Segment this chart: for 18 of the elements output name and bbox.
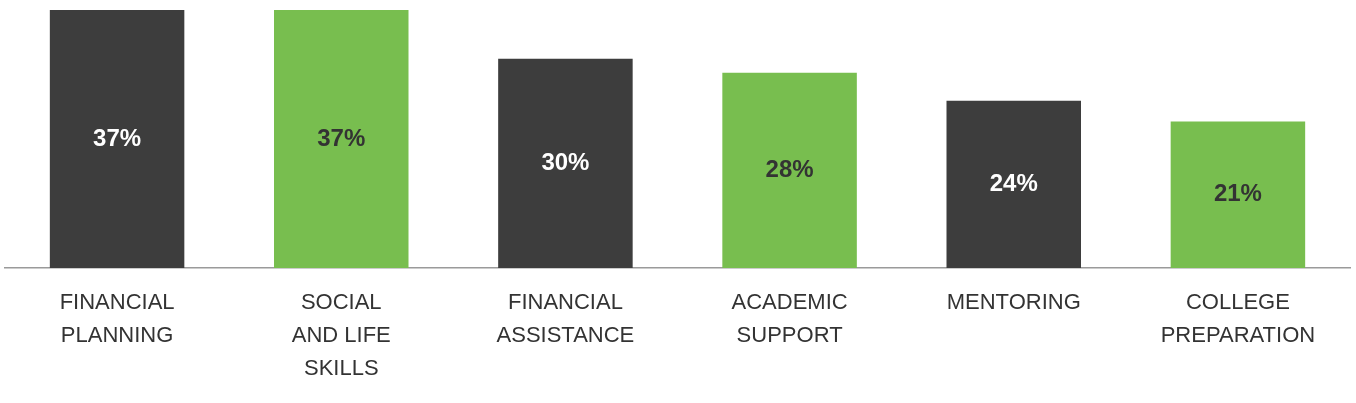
- x-tick-label: ACADEMIC SUPPORT: [731, 288, 848, 347]
- x-tick-label: COLLEGE PREPARATION: [1160, 288, 1316, 347]
- bar: [49, 10, 185, 268]
- data-label: 37%: [317, 123, 366, 151]
- x-tick-label: SOCIAL AND LIFE SKILLS: [291, 288, 391, 380]
- bar: [274, 10, 409, 268]
- bar: [1170, 121, 1306, 268]
- bar: [498, 58, 633, 268]
- data-label: 28%: [765, 155, 814, 182]
- x-tick-label: FINANCIAL ASSISTANCE: [496, 288, 635, 347]
- x-tick-label: MENTORING: [946, 288, 1081, 314]
- bar: [722, 72, 857, 268]
- bar: [946, 100, 1081, 268]
- data-label: 37%: [93, 123, 142, 151]
- data-label: 30%: [541, 148, 590, 176]
- data-label: 24%: [989, 168, 1038, 196]
- x-tick-label: FINANCIAL PLANNING: [59, 288, 175, 347]
- data-label: 21%: [1213, 179, 1262, 207]
